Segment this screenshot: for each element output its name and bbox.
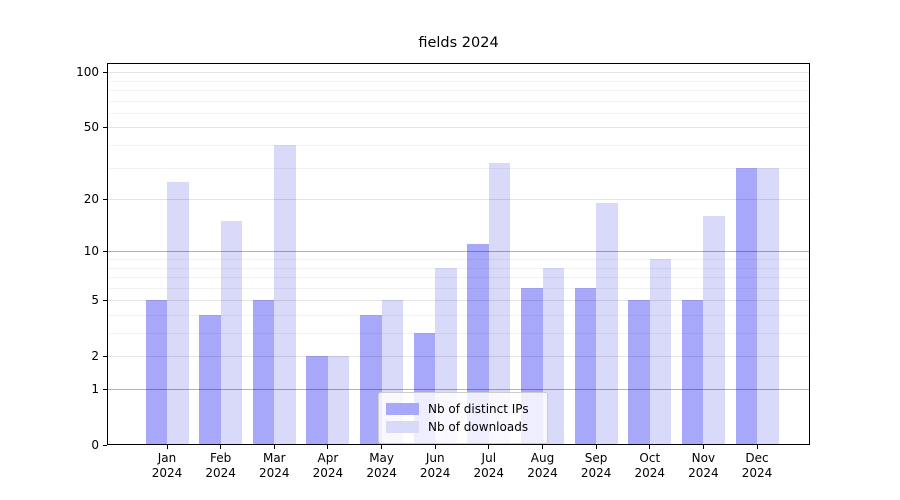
y-tick (103, 444, 107, 446)
x-tick-label: Oct 2024 (634, 451, 666, 480)
legend-item: Nb of distinct IPs (386, 401, 538, 417)
y-tick-label: 100 (76, 65, 99, 80)
bar-distinct-ips-feb (199, 315, 221, 445)
gridline (107, 112, 810, 114)
bar-downloads-oct (649, 259, 672, 445)
y-tick-label: 5 (91, 293, 99, 308)
bar-downloads-jul (488, 162, 511, 445)
gridline (107, 315, 810, 316)
bar-downloads-sep (596, 203, 618, 445)
y-tick-label: 10 (83, 244, 99, 259)
x-tick (756, 445, 758, 449)
y-tick (103, 198, 107, 200)
gridline (107, 251, 810, 253)
x-tick-label: Jan 2024 (151, 451, 183, 480)
y-tick (103, 250, 107, 252)
gridline (107, 90, 810, 91)
legend-label: Nb of distinct IPs (428, 402, 529, 416)
x-tick (327, 445, 329, 449)
y-tick (103, 355, 107, 357)
bar-downloads-feb (220, 221, 243, 445)
y-tick-label: 0 (91, 438, 99, 452)
x-tick (220, 445, 222, 449)
gridline (107, 287, 810, 289)
legend-label: Nb of downloads (428, 420, 529, 434)
bar-distinct-ips-sep (574, 287, 597, 445)
x-tick (434, 445, 436, 449)
x-tick-label: Sep 2024 (580, 451, 612, 480)
x-tick (595, 445, 597, 449)
x-tick (542, 445, 543, 449)
x-tick (166, 445, 168, 449)
y-tick (103, 299, 107, 301)
gridline (107, 356, 810, 358)
bar-distinct-ips-dec (735, 167, 757, 445)
bar-distinct-ips-oct (628, 300, 650, 445)
x-tick-label: Feb 2024 (205, 451, 236, 480)
gridline (107, 145, 810, 146)
bar-distinct-ips-may (360, 315, 382, 445)
x-tick-label: Dec 2024 (741, 451, 773, 480)
legend-swatch-downloads-icon (386, 421, 419, 433)
gridline (107, 389, 810, 390)
gridline (107, 267, 810, 269)
x-tick (649, 445, 651, 449)
x-tick-label: Jun 2024 (419, 451, 451, 480)
bar-distinct-ips-jan (145, 300, 167, 445)
x-tick (488, 445, 490, 449)
x-tick (702, 445, 704, 449)
x-tick-label: Apr 2024 (312, 451, 344, 480)
bar-distinct-ips-apr (306, 356, 328, 445)
y-tick (103, 126, 107, 128)
bar-downloads-dec (757, 167, 779, 445)
x-tick-label: Nov 2024 (688, 451, 719, 480)
gridline (107, 259, 810, 260)
y-tick (103, 388, 107, 390)
gridline (107, 127, 810, 129)
bar-distinct-ips-nov (681, 300, 704, 445)
gridline (107, 72, 810, 74)
gridline (107, 199, 810, 201)
bar-downloads-apr (327, 356, 350, 445)
y-tick-label: 2 (91, 349, 99, 364)
x-tick-label: Jul 2024 (473, 451, 505, 480)
x-tick (381, 445, 383, 449)
gridline (107, 80, 810, 82)
gridline (107, 333, 810, 334)
x-tick-label: May 2024 (366, 451, 397, 480)
bar-downloads-mar (274, 145, 296, 445)
legend-swatch-distinct-ips-icon (386, 403, 419, 415)
bar-distinct-ips-mar (252, 300, 275, 445)
x-tick (273, 445, 275, 449)
plot-area: Nb of distinct IPs Nb of downloads (107, 63, 810, 445)
y-tick-label: 20 (83, 192, 99, 207)
legend: Nb of distinct IPs Nb of downloads (378, 392, 548, 444)
y-tick (103, 71, 107, 73)
y-tick-label: 50 (83, 120, 99, 135)
x-tick-label: Mar 2024 (259, 451, 290, 480)
x-tick-label: Aug 2024 (527, 451, 558, 480)
chart-title: fields 2024 (418, 35, 499, 51)
y-tick-label: 1 (91, 382, 99, 396)
gridline (107, 277, 810, 278)
legend-item: Nb of downloads (386, 419, 538, 435)
bar-downloads-jan (167, 181, 189, 445)
gridline (107, 100, 810, 102)
gridline (107, 167, 810, 169)
gridline (107, 300, 810, 302)
bar-downloads-nov (703, 216, 725, 445)
